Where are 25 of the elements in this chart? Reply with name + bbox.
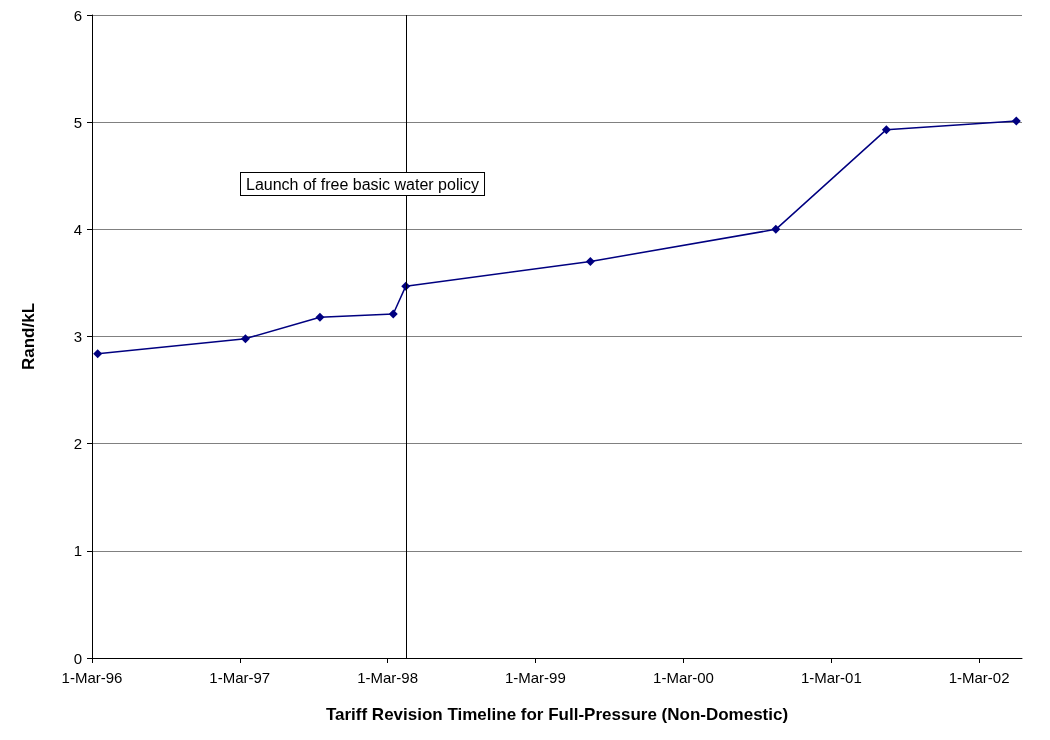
- x-tick-label: 1-Mar-01: [800, 669, 862, 686]
- y-tick-label: 1: [73, 542, 82, 560]
- point: [315, 312, 325, 322]
- x-tick-label: 1-Mar-96: [61, 669, 123, 686]
- x-tick-label: 1-Mar-99: [504, 669, 566, 686]
- x-tick-label: 1-Mar-02: [948, 669, 1010, 686]
- x-tick-label: 1-Mar-98: [357, 669, 418, 686]
- y-tick-label: 0: [73, 649, 82, 667]
- y-axis-title: Rand/kL: [19, 302, 38, 371]
- x-axis-title: Tariff Revision Timeline for Full-Pressure (Non-Domestic): [325, 705, 789, 724]
- point: [1011, 116, 1021, 126]
- point: [881, 125, 891, 135]
- y-tick-label: 5: [73, 113, 82, 131]
- x-tick-label: 1-Mar-00: [653, 669, 714, 686]
- y-tick-label: 2: [73, 435, 82, 453]
- y-tick-label: 4: [73, 220, 82, 238]
- annotation: Launch of free basic water policy: [246, 175, 480, 193]
- point: [585, 256, 595, 266]
- y-tick-label: 6: [73, 6, 82, 24]
- point: [240, 334, 250, 344]
- point: [771, 224, 781, 234]
- point: [388, 309, 398, 319]
- x-tick-label: 1-Mar-97: [209, 669, 271, 686]
- point: [93, 349, 103, 359]
- y-tick-label: 3: [73, 328, 82, 345]
